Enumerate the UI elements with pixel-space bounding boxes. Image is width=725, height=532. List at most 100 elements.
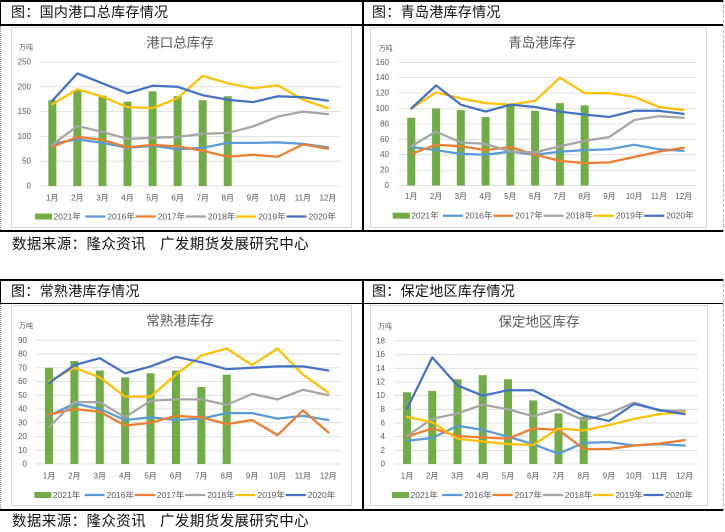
x-tick-label: 4月 [119,472,131,481]
x-tick-label: 11月 [295,194,311,203]
legend-label: 2020年 [666,211,694,221]
legend-item: 2021年 [34,490,81,500]
y-tick-label: 30 [18,418,27,427]
legend-item: 2018年 [185,490,235,500]
legend: 2021年 2016年 2017年 2018年 2019年 2020年 [34,490,336,500]
legend-item: 2016年 [442,490,492,500]
bar [70,360,79,464]
x-tick-label: 2月 [71,194,83,203]
legend-item: 2021年 [35,212,81,222]
table-left-border-dotted [0,304,1,509]
x-tick-label: 7月 [195,472,207,481]
x-tick-label: 12月 [675,192,692,201]
x-tick-label: 7月 [552,472,564,481]
chart-port-total-inventory: 港口总库存 万吨 0 50 100 150 200 250 1月 2月 3月 4月 5月 6月 7月 8月 9月… [11,27,352,228]
legend-label: 2016年 [465,211,493,221]
y-tick-label: 0 [381,460,386,469]
legend-label: 2016年 [464,490,492,500]
line-series-2018 [47,388,330,429]
y-tick-label: 70 [18,363,27,372]
legend-item: 2020年 [286,212,336,222]
chart-canvas: 常熟港库存 万吨 0 10 20 30 40 50 60 70 80 90 1月 2月 3月 4月 5月 6月 7月… [18,314,341,500]
y-tick-label: 20 [18,432,27,441]
y-tick-label: 50 [22,157,31,166]
gridlines [394,340,698,465]
chart-canvas: 港口总库存 万吨 0 50 100 150 200 250 1月 2月 3月 4月 5月 6月 7月 8月 9月… [18,36,341,222]
x-tick-label: 6月 [170,472,182,481]
line-series-2020 [51,72,330,104]
bar [453,379,462,464]
legend: 2021年 2016年 2017年 2018年 2019年 2020年 [392,211,694,221]
legend-label: 2019年 [615,490,643,500]
bar [407,117,416,186]
line-series-2019 [51,74,330,110]
figure-caption: 图：保定地区库存情况 [372,284,515,300]
y-tick-label: 150 [18,107,32,116]
bar [554,413,563,464]
x-tick-label: 1月 [43,472,55,481]
legend-item: 2017年 [493,211,543,221]
bar [123,101,132,186]
figure-caption: 图：青岛港库存情况 [372,5,501,21]
source-label: 数据来源：隆众资讯 [12,237,147,253]
x-tick-label: 6月 [171,194,183,203]
legend-label: 2016年 [107,490,135,500]
x-tick-label: 5月 [144,472,156,481]
bar [146,373,155,464]
legend-item: 2019年 [593,211,644,221]
caption-row-divider [0,302,723,304]
bar [197,387,206,464]
line-series-2017 [410,143,685,165]
line-series-2016 [410,143,685,156]
x-tick-label: 7月 [196,194,208,203]
x-tick-label: 8月 [578,192,590,201]
chart-changshu-port-inventory: 常熟港库存 万吨 0 10 20 30 40 50 60 70 80 90 1月 2月 3月 4月 5月 6月 7月… [11,305,352,506]
line-series-2019 [47,347,330,398]
legend-label: 2021年 [53,490,81,500]
bar [579,416,588,464]
y-tick-label: 16 [376,350,385,359]
legend: 2021年 2016年 2017年 2018年 2019年 2020年 [35,212,336,222]
bar [173,96,182,186]
gridlines [39,61,341,187]
legend-label: 2021年 [411,211,439,221]
source-label: 数据来源：隆众资讯 [12,514,147,530]
gridlines [398,61,697,186]
figure-caption: 图：常熟港库存情况 [11,284,140,300]
chart-title: 港口总库存 [146,36,214,51]
x-tick-label: 8月 [577,472,589,481]
y-axis-unit-label: 万吨 [19,43,33,52]
y-tick-label: 18 [376,337,385,346]
y-tick-label: 60 [18,377,27,386]
y-tick-label: 200 [18,82,32,91]
legend-item: 2021年 [392,211,439,221]
y-tick-label: 140 [376,73,390,82]
x-tick-label: 3月 [94,472,106,481]
column-divider [362,279,364,511]
legend-label: 2018年 [208,212,236,222]
legend-label: 2018年 [207,490,235,500]
bar [478,375,487,464]
line-series-2017 [47,407,330,437]
x-tick-label: 1月 [46,194,58,203]
bar [223,96,232,186]
x-tick-label: 10月 [269,194,286,203]
line-series-2020 [410,84,685,119]
chart-baoding-inventory: 保定地区库存 万吨 0 2 4 6 8 10 12 14 16 18 1月 2月 3月 4月 5月 6月 7月 8月 9… [370,305,708,506]
legend-label: 2019年 [616,211,644,221]
line-series-2017 [51,135,330,158]
bar [531,110,540,186]
y-tick-label: 50 [18,391,27,400]
y-tick-label: 160 [376,58,390,67]
x-tick-label: 11月 [651,472,667,481]
x-tick-label: 2月 [68,472,80,481]
y-tick-label: 40 [380,150,389,159]
legend-label: 2017年 [157,490,185,500]
x-tick-label: 9月 [603,192,615,201]
legend-label: 2017年 [515,211,543,221]
y-tick-label: 12 [376,378,385,387]
table-right-border-dashed [723,279,724,511]
legend-item: 2020年 [285,490,336,500]
x-tick-label: 11月 [651,192,667,201]
y-tick-label: 100 [376,104,390,113]
